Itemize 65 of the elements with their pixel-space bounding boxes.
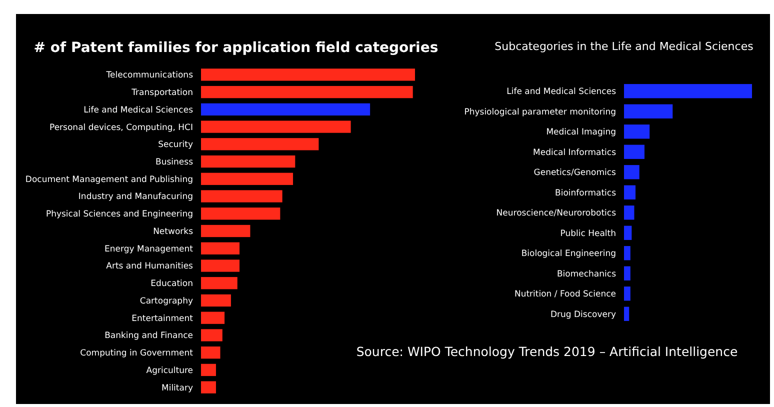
y-tick-label: Biomechanics — [556, 269, 617, 280]
bar — [201, 190, 282, 202]
y-tick-label: Bioinformatics — [555, 188, 617, 198]
y-tick-label: Life and Medical Sciences — [84, 105, 194, 116]
y-tick-label: Computing in Government — [80, 348, 194, 359]
bar — [201, 364, 216, 376]
y-tick-label: Cartography — [140, 296, 193, 306]
bar — [624, 144, 644, 159]
bar — [201, 68, 415, 81]
y-tick-label: Document Management and Publishing — [25, 174, 193, 185]
y-tick-label: Industry and Manufacuring — [78, 192, 193, 202]
bar — [201, 346, 220, 359]
bar — [201, 138, 319, 150]
y-tick-label: Business — [156, 158, 194, 168]
y-tick-label: Energy Management — [104, 244, 194, 254]
bar — [201, 86, 413, 98]
bar — [201, 172, 294, 185]
y-tick-label: Drug Discovery — [550, 310, 616, 320]
y-tick-label: Physiological parameter monitoring — [464, 107, 616, 118]
bar — [201, 381, 216, 394]
y-tick-label: Education — [150, 279, 193, 290]
bar — [624, 124, 650, 139]
bar — [201, 120, 351, 133]
bar — [624, 185, 636, 200]
bar — [201, 155, 296, 168]
y-tick-label: Public Health — [560, 228, 616, 239]
bar — [201, 242, 240, 254]
y-tick-label: Biological Engineering — [521, 249, 616, 260]
annotation: Source: WIPO Technology Trends 2019 – Artificial Intelligence — [356, 344, 738, 359]
bar — [201, 277, 238, 290]
y-tick-label: Security — [158, 140, 193, 150]
y-tick-label: Medical Imaging — [546, 128, 616, 138]
y-tick-label: Medical Informatics — [533, 148, 617, 158]
bar — [624, 286, 630, 301]
bar — [201, 329, 222, 342]
y-tick-label: Telecommunications — [105, 70, 194, 81]
bar — [201, 294, 231, 307]
y-tick-label: Neuroscience/Neurorobotics — [496, 208, 617, 219]
y-tick-label: Nutrition / Food Science — [514, 290, 616, 300]
y-tick-label: Transportation — [130, 88, 193, 98]
bar — [624, 246, 630, 260]
y-tick-label: Agriculture — [146, 366, 193, 376]
y-tick-label: Networks — [153, 226, 194, 237]
bar — [624, 206, 634, 220]
bar — [624, 226, 632, 240]
y-tick-label: Entertainment — [132, 314, 194, 324]
bar — [201, 224, 250, 238]
bar — [624, 84, 752, 98]
y-tick-label: Genetics/Genomics — [534, 168, 617, 178]
bar — [201, 103, 370, 116]
bar — [624, 266, 630, 280]
bar — [624, 306, 630, 321]
bar — [201, 312, 225, 324]
bar — [201, 260, 240, 272]
y-tick-label: Life and Medical Sciences — [506, 87, 617, 98]
chart-title: # of Patent families for application field categories — [34, 40, 438, 56]
chart-title: Subcategories in the Life and Medical Sciences — [494, 40, 754, 53]
y-tick-label: Military — [162, 383, 193, 394]
y-tick-label: Banking and Finance — [104, 331, 193, 342]
y-tick-label: Physical Sciences and Engineering — [46, 210, 193, 220]
y-tick-label: Arts and Humanities — [106, 262, 194, 272]
bar — [624, 104, 673, 118]
y-tick-label: Personal devices, Computing, HCI — [50, 122, 193, 133]
bar — [201, 208, 280, 220]
bar — [624, 165, 640, 180]
